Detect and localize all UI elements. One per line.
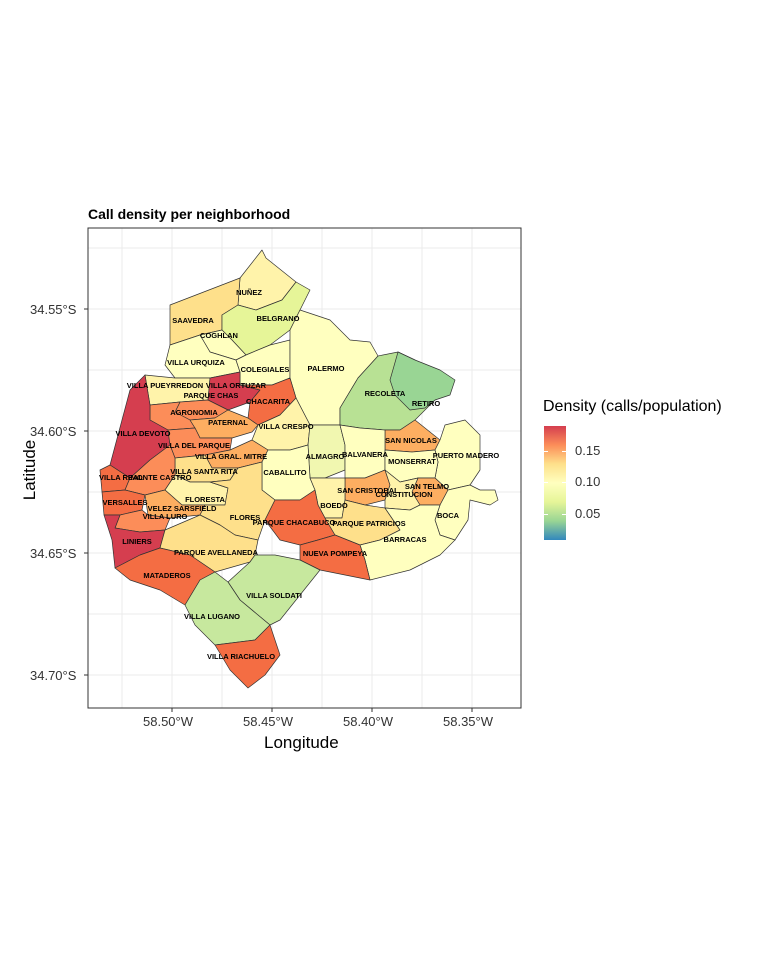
ytick-label: 34.60°S xyxy=(30,424,77,439)
xtick-label: 58.40°W xyxy=(343,714,394,729)
label-recoleta: RECOLETA xyxy=(365,389,406,398)
xtick-label: 58.35°W xyxy=(443,714,494,729)
legend-tick xyxy=(544,451,566,452)
label-villa-ortuzar: VILLA ORTUZAR xyxy=(206,381,267,390)
label-paternal: PATERNAL xyxy=(208,418,248,427)
label-chacarita: CHACARITA xyxy=(246,397,291,406)
label-parque-chas: PARQUE CHAS xyxy=(184,391,239,400)
label-liniers: LINIERS xyxy=(122,537,152,546)
neighborhood-labels: NUÑEZ SAAVEDRA BELGRANO COGHLAN VILLA UR… xyxy=(99,288,499,661)
label-san-nicolas: SAN NICOLAS xyxy=(385,436,437,445)
ytick-label: 34.65°S xyxy=(30,546,77,561)
label-belgrano: BELGRANO xyxy=(257,314,300,323)
label-villa-real: VILLA REAL xyxy=(99,473,143,482)
label-boedo: BOEDO xyxy=(320,501,348,510)
label-palermo: PALERMO xyxy=(308,364,345,373)
xtick-label: 58.45°W xyxy=(243,714,294,729)
label-parque-patricios: PARQUE PATRICIOS xyxy=(332,519,405,528)
label-villa-luro: VILLA LURO xyxy=(143,512,188,521)
label-mataderos: MATADEROS xyxy=(143,571,190,580)
label-villa-pueyrredon: VILLA PUEYRREDON xyxy=(127,381,203,390)
x-axis-title: Longitude xyxy=(264,733,339,752)
label-coghlan: COGHLAN xyxy=(200,331,238,340)
label-versalles: VERSALLES xyxy=(102,498,147,507)
label-saavedra: SAAVEDRA xyxy=(172,316,214,325)
label-agronomia: AGRONOMIA xyxy=(170,408,218,417)
label-villa-devoto: VILLA DEVOTO xyxy=(115,429,170,438)
label-monte-castro: MONTE CASTRO xyxy=(131,473,192,482)
label-caballito: CABALLITO xyxy=(263,468,306,477)
label-balvanera: BALVANERA xyxy=(342,450,389,459)
label-barracas: BARRACAS xyxy=(384,535,427,544)
legend-tick xyxy=(544,514,566,515)
label-colegiales: COLEGIALES xyxy=(241,365,290,374)
region-villa-lugano xyxy=(184,571,271,646)
region-retiro xyxy=(389,351,456,411)
ytick-label: 34.70°S xyxy=(30,668,77,683)
label-villa-urquiza: VILLA URQUIZA xyxy=(167,358,225,367)
label-villa-gral-mitre: VILLA GRAL. MITRE xyxy=(195,452,267,461)
legend-label: 0.10 xyxy=(575,474,601,489)
label-villa-lugano: VILLA LUGANO xyxy=(184,612,240,621)
panel-border xyxy=(87,227,522,709)
label-san-cristobal: SAN CRISTOBAL xyxy=(337,486,399,495)
legend-label: 0.05 xyxy=(575,506,601,521)
label-parque-chacabuco: PARQUE CHACABUCO xyxy=(253,518,336,527)
label-retiro: RETIRO xyxy=(412,399,441,408)
label-monserrat: MONSERRAT xyxy=(388,457,436,466)
label-puerto-madero: PUERTO MADERO xyxy=(433,451,500,460)
legend-label: 0.15 xyxy=(575,443,601,458)
label-nunez: NUÑEZ xyxy=(236,288,262,297)
xtick-label: 58.50°W xyxy=(143,714,194,729)
label-villa-riachuelo: VILLA RIACHUELO xyxy=(207,652,275,661)
label-boca: BOCA xyxy=(437,511,460,520)
label-villa-del-parque: VILLA DEL PARQUE xyxy=(158,441,230,450)
label-nueva-pompeya: NUEVA POMPEYA xyxy=(303,549,368,558)
neighborhood-polygons xyxy=(99,249,499,689)
label-velez-sarsfield: VELEZ SARSFIELD xyxy=(148,504,217,513)
y-axis-title: Latitude xyxy=(20,439,39,501)
region-barracas xyxy=(359,504,456,581)
ytick-label: 34.55°S xyxy=(30,302,77,317)
region-villa-riachuelo xyxy=(214,624,281,689)
legend-tick xyxy=(544,482,566,483)
label-villa-santa-rita: VILLA SANTA RITA xyxy=(170,467,238,476)
label-floresta: FLORESTA xyxy=(185,495,225,504)
label-villa-crespo: VILLA CRESPO xyxy=(258,422,313,431)
label-san-telmo: SAN TELMO xyxy=(405,482,449,491)
chart-title: Call density per neighborhood xyxy=(88,206,291,222)
label-flores: FLORES xyxy=(230,513,260,522)
label-parque-avellaneda: PARQUE AVELLANEDA xyxy=(174,548,259,557)
axis-ticks xyxy=(84,308,473,712)
label-almagro: ALMAGRO xyxy=(306,452,345,461)
legend-colorbar xyxy=(544,426,566,540)
label-constitucion: CONSTITUCION xyxy=(375,490,432,499)
label-villa-soldati: VILLA SOLDATI xyxy=(246,591,302,600)
legend-title: Density (calls/population) xyxy=(543,398,722,415)
